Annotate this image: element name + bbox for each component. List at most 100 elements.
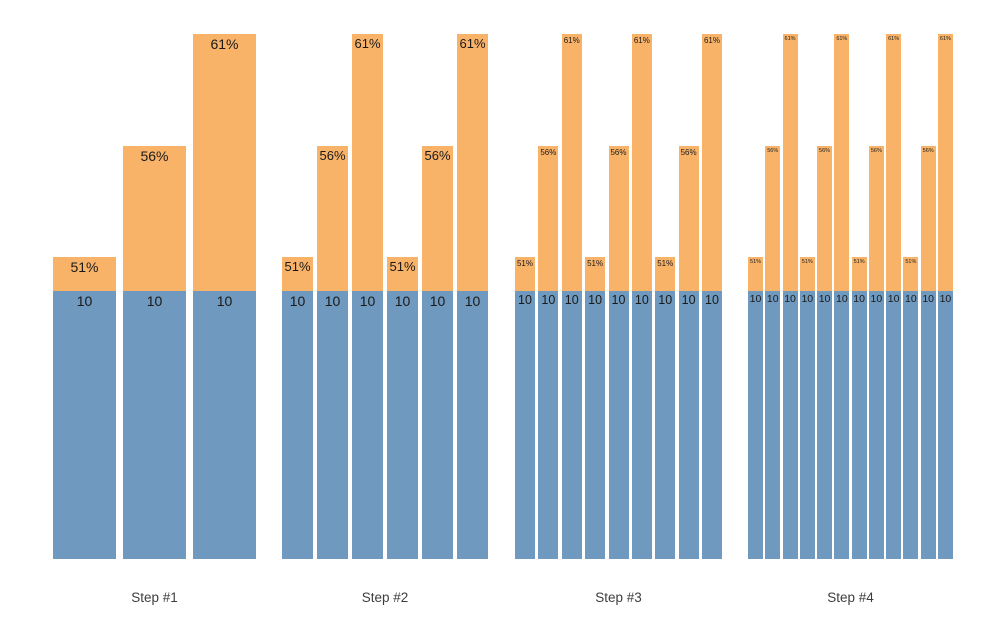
pct-label: 56% bbox=[922, 148, 934, 154]
bar-base-segment: 10 bbox=[561, 291, 582, 559]
stacked-bar: 61% 10 bbox=[193, 34, 256, 559]
base-label: 10 bbox=[146, 293, 163, 309]
step-group: 51% 10 56% 10 61% 10 51% 10 56% 10 61% 10 51% 10 56% 10… bbox=[748, 0, 953, 618]
base-label: 10 bbox=[681, 293, 696, 307]
base-label: 10 bbox=[634, 293, 649, 307]
bar-base-segment: 10 bbox=[702, 291, 722, 559]
bar-top-segment: 61% bbox=[457, 34, 488, 291]
base-label: 10 bbox=[359, 293, 376, 309]
base-label: 10 bbox=[835, 293, 848, 305]
stacked-bar: 56% 10 bbox=[608, 146, 629, 559]
stacked-bar: 51% 10 bbox=[799, 257, 815, 559]
step-group: 51% 10 56% 10 61% 10 51% 10 56% 10 61% 10 Step #2 bbox=[282, 0, 488, 618]
step-label: Step #4 bbox=[827, 590, 874, 605]
bar-base-segment: 10 bbox=[515, 291, 535, 559]
stacked-bar: 51% 10 bbox=[851, 257, 867, 559]
bar-row: 51% 10 56% 10 61% 10 51% 10 56% 10 61% 10 51% 10 56% 10… bbox=[515, 34, 722, 559]
stacked-bar: 51% 10 bbox=[748, 257, 763, 559]
bar-base-segment: 10 bbox=[937, 291, 953, 559]
pct-label: 56% bbox=[140, 148, 169, 164]
bar-top-segment: 61% bbox=[886, 34, 902, 291]
stacked-bar: 56% 10 bbox=[538, 146, 559, 559]
pct-label: 61% bbox=[888, 36, 900, 42]
bar-top-segment: 61% bbox=[937, 34, 953, 291]
bar-base-segment: 10 bbox=[53, 291, 116, 559]
bar-base-segment: 10 bbox=[851, 291, 867, 559]
bar-top-segment: 56% bbox=[765, 146, 781, 291]
pct-label: 51% bbox=[587, 259, 604, 268]
pct-label: 61% bbox=[939, 36, 951, 42]
bar-base-segment: 10 bbox=[868, 291, 884, 559]
stacked-bar: 61% 10 bbox=[561, 34, 582, 559]
bar-base-segment: 10 bbox=[193, 291, 256, 559]
bar-top-segment: 61% bbox=[702, 34, 722, 291]
bar-base-segment: 10 bbox=[920, 291, 936, 559]
bar-row: 51% 10 56% 10 61% 10 51% 10 56% 10 61% 10 51% 10 56% 10… bbox=[748, 34, 953, 559]
pct-label: 51% bbox=[905, 259, 917, 265]
base-label: 10 bbox=[324, 293, 341, 309]
pct-label: 51% bbox=[801, 259, 813, 265]
base-label: 10 bbox=[749, 293, 762, 305]
bar-top-segment: 61% bbox=[561, 34, 582, 291]
pct-label: 51% bbox=[389, 259, 416, 274]
stacked-bar: 56% 10 bbox=[765, 146, 781, 559]
pct-label: 51% bbox=[70, 259, 99, 275]
pct-label: 61% bbox=[563, 36, 580, 45]
bar-base-segment: 10 bbox=[538, 291, 559, 559]
base-label: 10 bbox=[887, 293, 900, 305]
stacked-bar: 56% 10 bbox=[868, 146, 884, 559]
base-label: 10 bbox=[518, 293, 532, 307]
pct-label: 51% bbox=[284, 259, 311, 274]
pct-label: 56% bbox=[819, 148, 831, 154]
pct-label: 56% bbox=[870, 148, 882, 154]
base-label: 10 bbox=[216, 293, 233, 309]
base-label: 10 bbox=[818, 293, 831, 305]
stacked-bar: 51% 10 bbox=[387, 257, 418, 559]
base-label: 10 bbox=[870, 293, 883, 305]
stacked-bar: 56% 10 bbox=[817, 146, 833, 559]
bar-base-segment: 10 bbox=[678, 291, 699, 559]
bar-top-segment: 56% bbox=[817, 146, 833, 291]
pct-label: 56% bbox=[610, 148, 627, 157]
pct-label: 51% bbox=[853, 259, 865, 265]
stacked-bar: 61% 10 bbox=[782, 34, 798, 559]
base-label: 10 bbox=[705, 293, 719, 307]
bar-top-segment: 51% bbox=[515, 257, 535, 291]
stacked-bar: 61% 10 bbox=[834, 34, 850, 559]
stacked-bar: 51% 10 bbox=[655, 257, 676, 559]
bar-base-segment: 10 bbox=[765, 291, 781, 559]
pct-label: 56% bbox=[680, 148, 697, 157]
step-group: 51% 10 56% 10 61% 10 Step #1 bbox=[53, 0, 256, 618]
stacked-bar: 56% 10 bbox=[123, 146, 186, 559]
stacked-bar: 61% 10 bbox=[702, 34, 722, 559]
bar-base-segment: 10 bbox=[903, 291, 919, 559]
bar-top-segment: 61% bbox=[834, 34, 850, 291]
stacked-bar: 61% 10 bbox=[457, 34, 488, 559]
bar-top-segment: 61% bbox=[631, 34, 652, 291]
stacked-bar: 61% 10 bbox=[631, 34, 652, 559]
bar-row: 51% 10 56% 10 61% 10 51% 10 56% 10 61% 10 bbox=[282, 34, 488, 559]
pct-label: 61% bbox=[703, 36, 720, 45]
pct-label: 61% bbox=[459, 36, 486, 51]
pct-label: 51% bbox=[749, 259, 761, 265]
base-label: 10 bbox=[922, 293, 934, 305]
bar-base-segment: 10 bbox=[782, 291, 798, 559]
base-label: 10 bbox=[905, 293, 917, 305]
bar-top-segment: 56% bbox=[678, 146, 699, 291]
base-label: 10 bbox=[939, 293, 952, 305]
bar-base-segment: 10 bbox=[631, 291, 652, 559]
base-label: 10 bbox=[76, 293, 93, 309]
pct-label: 51% bbox=[516, 259, 533, 268]
stacked-bar: 56% 10 bbox=[920, 146, 936, 559]
base-label: 10 bbox=[766, 293, 779, 305]
bar-base-segment: 10 bbox=[352, 291, 383, 559]
bar-top-segment: 51% bbox=[585, 257, 606, 291]
pct-label: 61% bbox=[784, 36, 796, 42]
bar-top-segment: 56% bbox=[422, 146, 453, 291]
base-label: 10 bbox=[429, 293, 446, 309]
bar-base-segment: 10 bbox=[886, 291, 902, 559]
bar-row: 51% 10 56% 10 61% 10 bbox=[53, 34, 256, 559]
bar-base-segment: 10 bbox=[585, 291, 606, 559]
stacked-bar: 56% 10 bbox=[317, 146, 348, 559]
bar-top-segment: 56% bbox=[538, 146, 559, 291]
